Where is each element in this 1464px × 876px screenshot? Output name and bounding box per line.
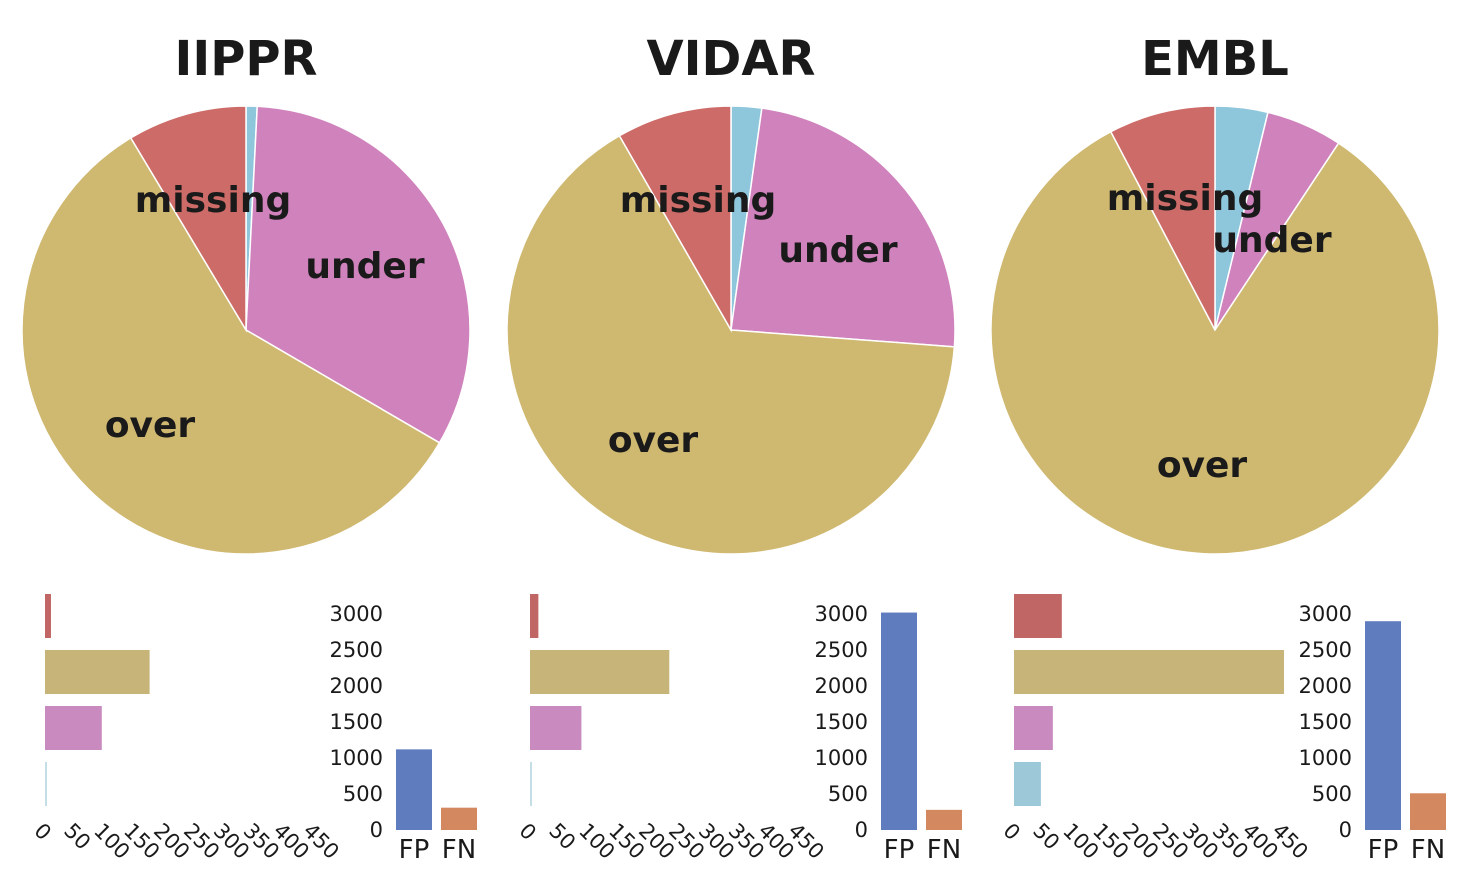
y-tick-label: 2500: [815, 638, 868, 662]
x-tick-label: 50: [544, 819, 580, 855]
y-tick-label: 2000: [1299, 674, 1352, 698]
x-category-label: FN: [1411, 835, 1445, 865]
x-tick-label: 0: [998, 819, 1024, 845]
hbar-missing: [1014, 594, 1062, 638]
y-tick-label: 1000: [815, 746, 868, 770]
hbar-over: [45, 650, 150, 694]
x-category-label: FN: [442, 835, 476, 865]
hbar-over: [1014, 650, 1284, 694]
hbar-missing: [45, 594, 51, 638]
hbar-under: [530, 706, 582, 750]
x-category-label: FN: [927, 835, 961, 865]
y-tick-label: 3000: [1299, 602, 1352, 626]
vbar-chart-vidar: FP FN 0 500 1000 1500 2000 2500 3000: [815, 602, 962, 865]
hbar-over: [530, 650, 670, 694]
x-tick-label: 450: [298, 819, 343, 864]
y-tick-label: 1500: [330, 710, 383, 734]
slice-label-over: over: [608, 420, 699, 461]
x-category-label: FP: [399, 835, 430, 865]
y-tick-label: 2000: [330, 674, 383, 698]
slice-label-under: under: [1212, 220, 1331, 261]
y-tick-label: 2000: [815, 674, 868, 698]
y-tick-label: 3000: [330, 602, 383, 626]
pie-chart-iippr: IIPPR under over missing: [21, 31, 471, 555]
pie-chart-embl: EMBL under over missing: [990, 31, 1440, 555]
y-tick-label: 500: [1312, 782, 1352, 806]
hbar-missing: [530, 594, 539, 638]
y-tick-label: 3000: [815, 602, 868, 626]
vbar-fp: [396, 749, 432, 830]
y-tick-label: 2500: [1299, 638, 1352, 662]
vbar-fp: [881, 612, 917, 830]
slice-label-missing: missing: [1107, 178, 1263, 219]
vbar-fn: [1410, 793, 1446, 830]
x-tick-label: 450: [783, 819, 828, 864]
pie-chart-vidar: VIDAR under over missing: [506, 31, 956, 555]
pie-title: IIPPR: [174, 31, 317, 87]
slice-label-over: over: [1157, 445, 1248, 486]
vbar-fp: [1365, 621, 1401, 830]
pie-slice-missing: [129, 105, 247, 333]
slice-label-missing: missing: [135, 180, 291, 221]
y-tick-label: 500: [343, 782, 383, 806]
y-tick-label: 1500: [1299, 710, 1352, 734]
pie-slice-over: [21, 136, 441, 555]
pie-slice-missing: [618, 105, 732, 333]
hbar-under: [1014, 706, 1053, 750]
hbar-unlabeled: [530, 762, 532, 806]
x-tick-label: 450: [1267, 819, 1312, 864]
y-tick-label: 0: [855, 818, 868, 842]
y-tick-label: 1000: [1299, 746, 1352, 770]
y-tick-label: 0: [1339, 818, 1352, 842]
pie-slice-missing: [1109, 105, 1216, 331]
slice-label-over: over: [105, 405, 196, 446]
x-category-label: FP: [1368, 835, 1399, 865]
y-tick-label: 1000: [330, 746, 383, 770]
slice-label-missing: missing: [620, 180, 776, 221]
vbar-chart-iippr: FP FN 0 500 1000 1500 2000 2500 3000: [330, 602, 477, 865]
pie-slice-under: [730, 107, 956, 348]
x-tick-label: 0: [514, 819, 540, 845]
x-tick-label: 50: [59, 819, 95, 855]
x-tick-label: 0: [29, 819, 55, 845]
y-tick-label: 0: [370, 818, 383, 842]
x-tick-label: 50: [1028, 819, 1064, 855]
hbar-unlabeled: [1014, 762, 1041, 806]
pie-slice-under: [245, 105, 471, 444]
vbar-fn: [441, 807, 477, 830]
hbar-unlabeled: [45, 762, 47, 806]
hbar-under: [45, 706, 102, 750]
y-tick-label: 1500: [815, 710, 868, 734]
pie-slice-over: [990, 130, 1440, 555]
y-tick-label: 500: [828, 782, 868, 806]
pie-title: EMBL: [1141, 31, 1289, 87]
vbar-fn: [926, 809, 962, 830]
slice-label-under: under: [305, 246, 424, 287]
pie-slice-over: [506, 134, 956, 555]
x-category-label: FP: [884, 835, 915, 865]
vbar-chart-embl: FP FN 0 500 1000 1500 2000 2500 3000: [1299, 602, 1446, 865]
pie-title: VIDAR: [647, 31, 816, 87]
slice-label-under: under: [778, 230, 897, 271]
y-tick-label: 2500: [330, 638, 383, 662]
